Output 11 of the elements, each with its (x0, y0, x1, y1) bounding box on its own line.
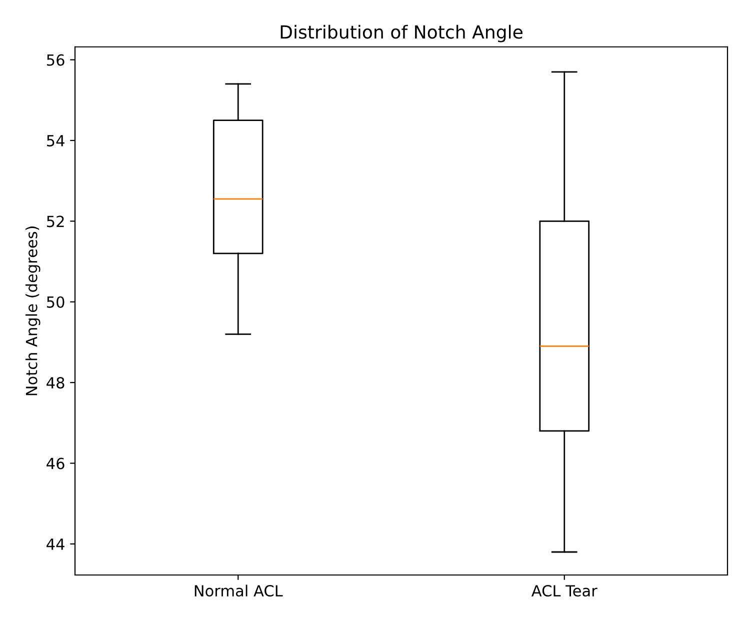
y-tick-label: 50 (47, 296, 64, 308)
x-tick-label: ACL Tear (531, 584, 598, 597)
y-tick-label: 54 (47, 135, 64, 146)
x-tick-label: Normal ACL (194, 584, 283, 597)
y-tick-label: 52 (47, 216, 64, 228)
chart-title: Distribution of Notch Angle (280, 24, 522, 42)
y-tick-label: 46 (46, 458, 64, 470)
y-tick-label: 44 (46, 538, 64, 550)
y-axis-title: Notch Angle (degrees) (25, 226, 40, 396)
y-tick-label: 56 (47, 54, 64, 66)
y-tick-label: 48 (46, 377, 64, 389)
